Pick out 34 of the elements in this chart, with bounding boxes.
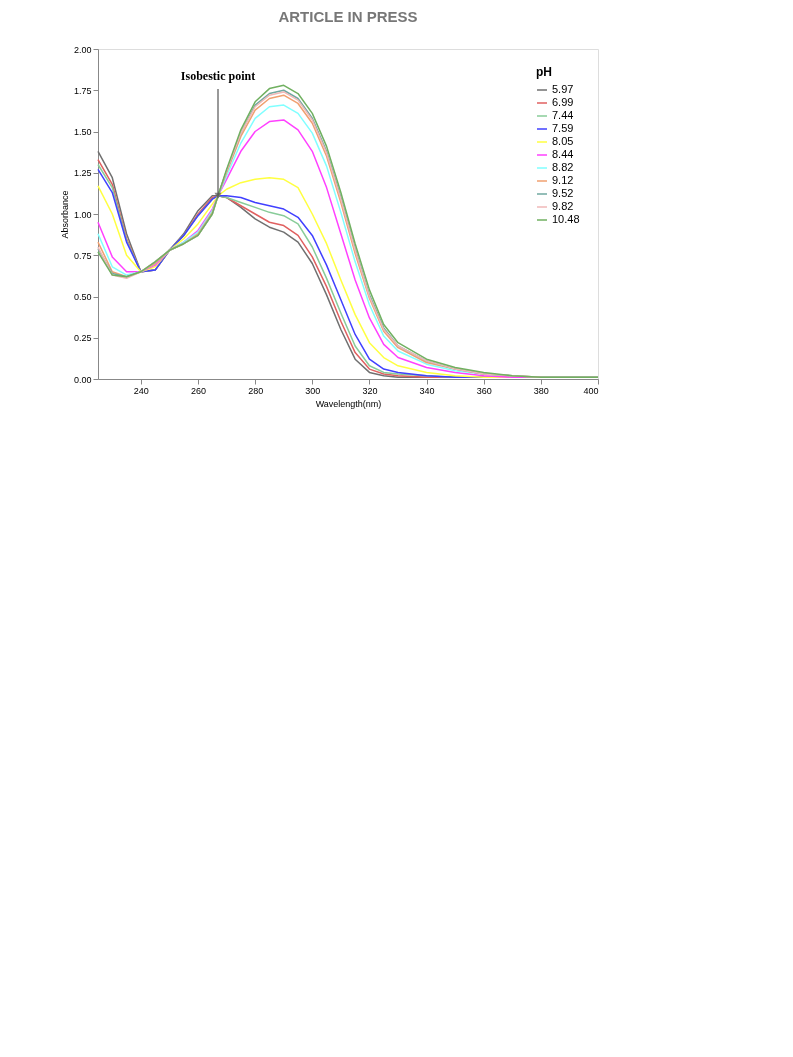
y-tick-label: 0.75 xyxy=(73,250,92,261)
text: ARTICLE IN PRESS xyxy=(278,8,418,25)
legend-label: 8.05 xyxy=(552,135,574,147)
y-tick-label: 0.00 xyxy=(73,374,92,385)
legend-label: 9.12 xyxy=(552,174,574,186)
x-tick-label: 360 xyxy=(476,385,492,396)
y-axis-title: Absorbance xyxy=(59,190,70,239)
legend-label: 8.82 xyxy=(552,161,574,173)
x-axis-title: Wavelength(nm) xyxy=(315,398,382,409)
legend-label: 8.44 xyxy=(552,148,574,160)
y-tick-label: 0.50 xyxy=(73,292,92,302)
y-tick-label: 1.50 xyxy=(73,127,92,137)
legend-label: 7.59 xyxy=(552,122,574,134)
legend-label: 9.82 xyxy=(552,200,574,212)
x-tick-label: 340 xyxy=(419,385,435,396)
annotation: Isobestic point xyxy=(180,69,256,83)
legend-label: 7.44 xyxy=(552,109,574,121)
y-tick-label: 1.00 xyxy=(73,209,92,220)
x-tick-label: 300 xyxy=(305,385,321,396)
y-tick-label: 1.75 xyxy=(73,85,92,96)
x-tick-label: 260 xyxy=(190,385,207,396)
x-tick-label: 380 xyxy=(533,385,549,396)
x-tick-label: 400 xyxy=(583,385,599,396)
y-tick-label: 1.25 xyxy=(73,168,92,179)
x-tick-label: 240 xyxy=(133,385,149,396)
y-tick-label: 0.25 xyxy=(73,333,92,344)
legend-label: 10.48 xyxy=(552,213,580,225)
x-tick-label: 320 xyxy=(362,385,378,396)
y-tick-label: 2.00 xyxy=(73,44,92,55)
legend-label: 6.99 xyxy=(552,96,574,108)
x-tick-label: 280 xyxy=(248,385,264,396)
legend-label: 5.97 xyxy=(552,83,574,95)
legend-title: pH xyxy=(536,65,552,79)
legend-label: 9.52 xyxy=(552,187,574,199)
